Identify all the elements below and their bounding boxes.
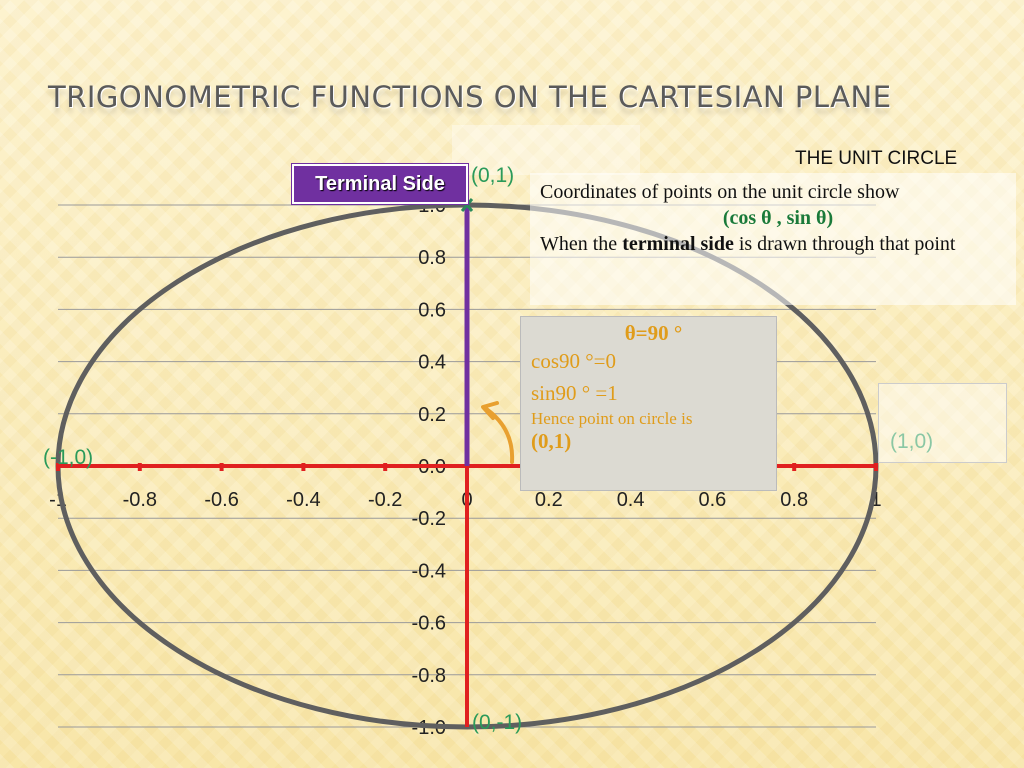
cos-sin-formula: (cos θ , sin θ)	[722, 207, 834, 229]
y-tick-label: 0.8	[418, 247, 446, 269]
x-tick-label: 0.6	[698, 489, 726, 511]
y-tick-label: 0.4	[418, 352, 446, 374]
y-tick-label: 0.2	[418, 404, 446, 426]
y-tick-label: -0.4	[412, 560, 446, 582]
terminal-side-label: Terminal Side	[315, 172, 445, 195]
sentence-bold: terminal side	[622, 233, 734, 255]
terminal-side-callout: Terminal Side	[292, 164, 468, 204]
tick-labels: 1.00.80.60.40.20.0-0.2-0.4-0.6-0.8-1.0-1…	[49, 195, 881, 739]
rotation-arrowhead	[481, 401, 499, 420]
x-tick-label: 0.8	[780, 489, 808, 511]
theta-90-box: θ=90 ° cos90 °=0 sin90 ° =1 Hence point …	[520, 316, 777, 491]
point-result: (0,1)	[531, 429, 572, 453]
coordinates-explanation: Coordinates of points on the unit circle…	[530, 173, 1016, 305]
theta-heading: θ=90 °	[624, 321, 683, 345]
x-tick-label: -0.6	[204, 489, 238, 511]
y-tick-label: -0.8	[412, 665, 446, 687]
cos-value-line: cos90 °=0	[531, 349, 616, 373]
point-label-top: (0,1)	[471, 164, 515, 187]
point-label-right: (1,0)	[890, 430, 934, 453]
sin-value-line: sin90 ° =1	[531, 380, 618, 405]
sentence-post: is drawn through that point	[733, 233, 956, 255]
y-tick-label: 0.6	[418, 299, 446, 321]
chart-marks	[55, 198, 879, 730]
empty-textbox	[878, 383, 1007, 463]
point-label-left: (-1,0)	[43, 446, 94, 469]
y-tick-label: -0.2	[412, 508, 446, 530]
x-tick-label: 1	[870, 489, 881, 511]
x-tick-label: -0.2	[368, 489, 402, 511]
y-tick-label: -0.6	[412, 613, 446, 635]
background-panel	[452, 125, 640, 175]
hence-line: Hence point on circle is	[531, 409, 693, 428]
coordinates-line: Coordinates of points on the unit circle…	[540, 181, 900, 203]
unit-circle-title: THE UNIT CIRCLE	[795, 148, 958, 169]
x-tick-label: 0.2	[535, 489, 563, 511]
point-label-bottom: (0,-1)	[472, 711, 523, 734]
sentence-pre: When the	[540, 233, 623, 255]
x-tick-label: 0.4	[617, 489, 645, 511]
x-tick-label: -0.4	[286, 489, 320, 511]
terminal-side-sentence: When the terminal side is drawn through …	[540, 231, 1016, 257]
slide-title: TRIGONOMETRIC FUNCTIONS ON THE CARTESIAN…	[48, 80, 892, 114]
x-tick-label: -0.8	[123, 489, 157, 511]
